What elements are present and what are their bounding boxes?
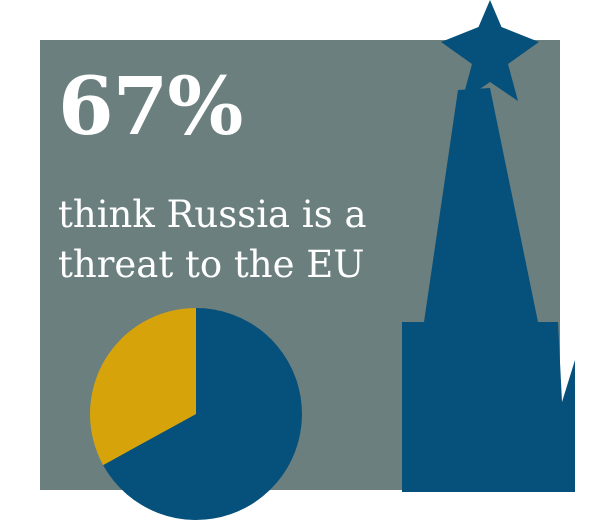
tower-spire bbox=[402, 88, 575, 492]
description-line-1: think Russia is a bbox=[58, 193, 367, 236]
kremlin-tower-icon bbox=[402, 0, 575, 492]
description-line-2: threat to the EU bbox=[58, 243, 365, 286]
pie-slice-1 bbox=[103, 308, 303, 520]
pie-chart bbox=[89, 308, 303, 520]
star-icon bbox=[441, 0, 539, 101]
headline-description: think Russia is a threat to the EU bbox=[58, 190, 398, 290]
headline-percentage: 67% bbox=[58, 59, 243, 153]
pie-slice-2 bbox=[89, 308, 196, 466]
tower-left-wing bbox=[402, 362, 418, 420]
